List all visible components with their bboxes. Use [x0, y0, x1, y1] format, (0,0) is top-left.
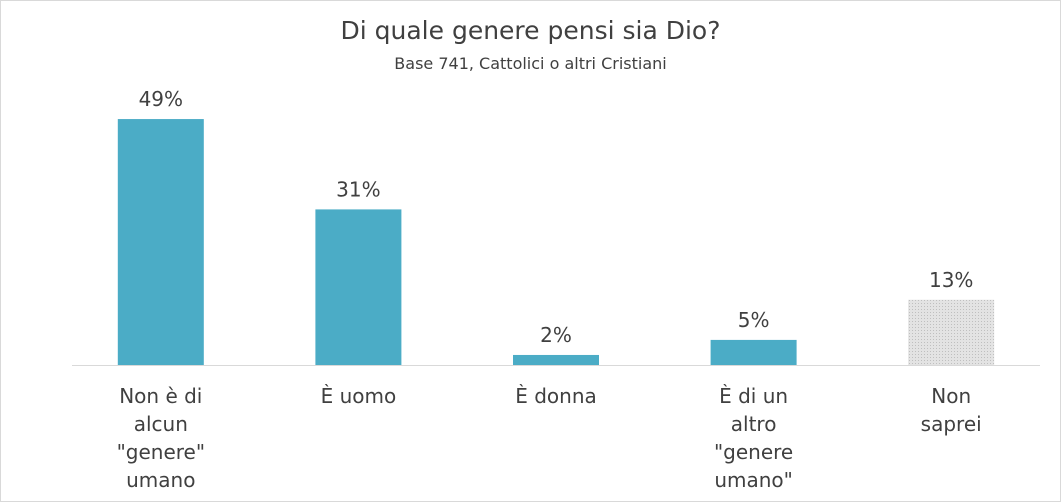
- category-label-line: Non: [931, 384, 972, 408]
- category-label-4: È di un altro "genere umano": [684, 382, 824, 494]
- category-label-line: alcun: [133, 412, 188, 436]
- category-label-line: saprei: [920, 412, 982, 436]
- category-label-5: Non saprei: [881, 382, 1021, 438]
- category-label-line: "genere": [116, 440, 206, 464]
- category-label-2: È uomo: [288, 382, 428, 410]
- category-label-line: umano": [714, 468, 793, 492]
- bar-4: [710, 339, 797, 365]
- category-label-line: È uomo: [320, 384, 397, 408]
- data-label-3: 2%: [540, 323, 572, 347]
- data-label-2: 31%: [336, 177, 380, 201]
- category-label-line: È di un: [719, 384, 789, 408]
- bar-3: [513, 354, 599, 365]
- category-label-line: "genere: [713, 440, 794, 464]
- data-label-5: 13%: [929, 268, 973, 292]
- bar-2: [315, 209, 402, 365]
- chart-title: Di quale genere pensi sia Dio?: [340, 16, 721, 45]
- category-label-line: Non è di: [119, 384, 203, 408]
- category-label-1: Non è di alcun "genere" umano: [91, 382, 231, 494]
- category-label-3: È donna: [486, 382, 626, 410]
- data-label-4: 5%: [738, 308, 770, 332]
- bar-1: [117, 119, 204, 365]
- category-label-line: altro: [730, 412, 777, 436]
- bar-5: [908, 299, 995, 365]
- chart-subtitle: Base 741, Cattolici o altri Cristiani: [394, 54, 667, 73]
- category-label-line: umano: [126, 468, 196, 492]
- category-label-line: È donna: [515, 384, 597, 408]
- data-label-1: 49%: [139, 87, 183, 111]
